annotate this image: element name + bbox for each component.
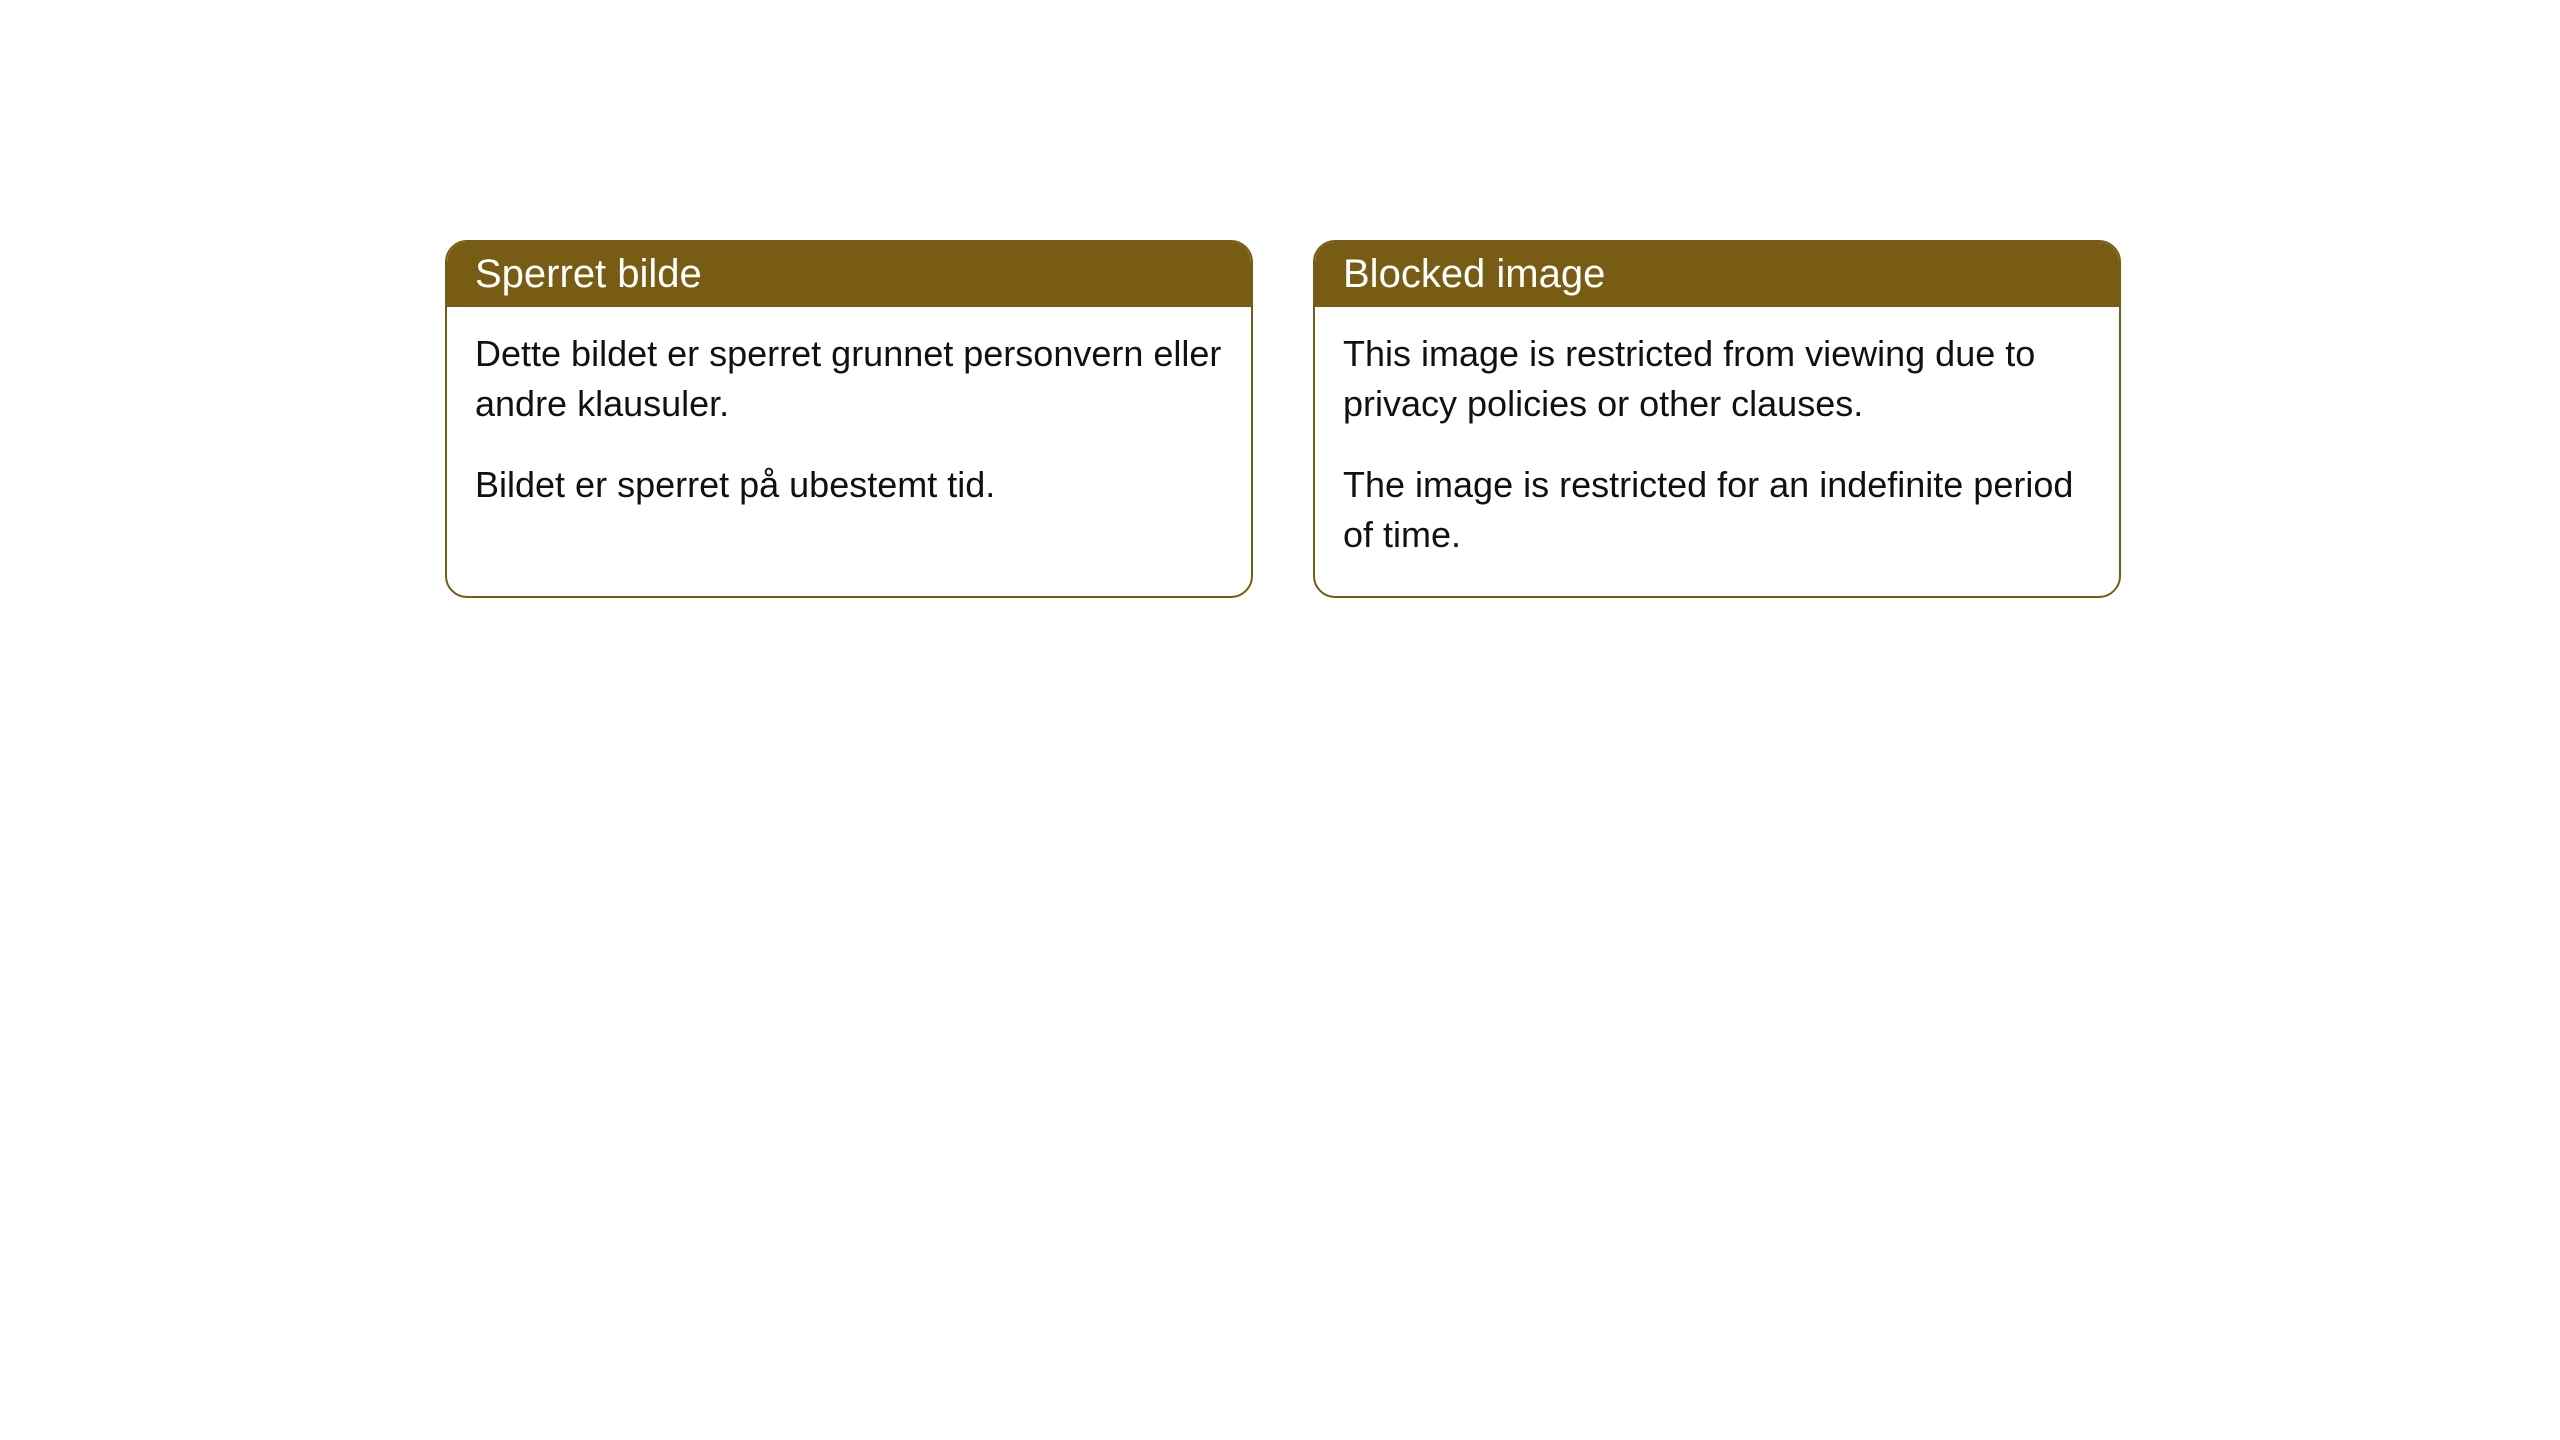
card-header: Blocked image <box>1315 242 2119 307</box>
card-paragraph-1: This image is restricted from viewing du… <box>1343 329 2091 428</box>
card-paragraph-2: The image is restricted for an indefinit… <box>1343 460 2091 559</box>
notice-card-norwegian: Sperret bilde Dette bildet er sperret gr… <box>445 240 1253 598</box>
card-title: Blocked image <box>1343 252 1605 296</box>
notice-card-english: Blocked image This image is restricted f… <box>1313 240 2121 598</box>
notice-cards-container: Sperret bilde Dette bildet er sperret gr… <box>445 240 2121 598</box>
card-header: Sperret bilde <box>447 242 1251 307</box>
card-title: Sperret bilde <box>475 252 702 296</box>
card-paragraph-2: Bildet er sperret på ubestemt tid. <box>475 460 1223 510</box>
card-body: This image is restricted from viewing du… <box>1315 307 2119 596</box>
card-body: Dette bildet er sperret grunnet personve… <box>447 307 1251 546</box>
card-paragraph-1: Dette bildet er sperret grunnet personve… <box>475 329 1223 428</box>
